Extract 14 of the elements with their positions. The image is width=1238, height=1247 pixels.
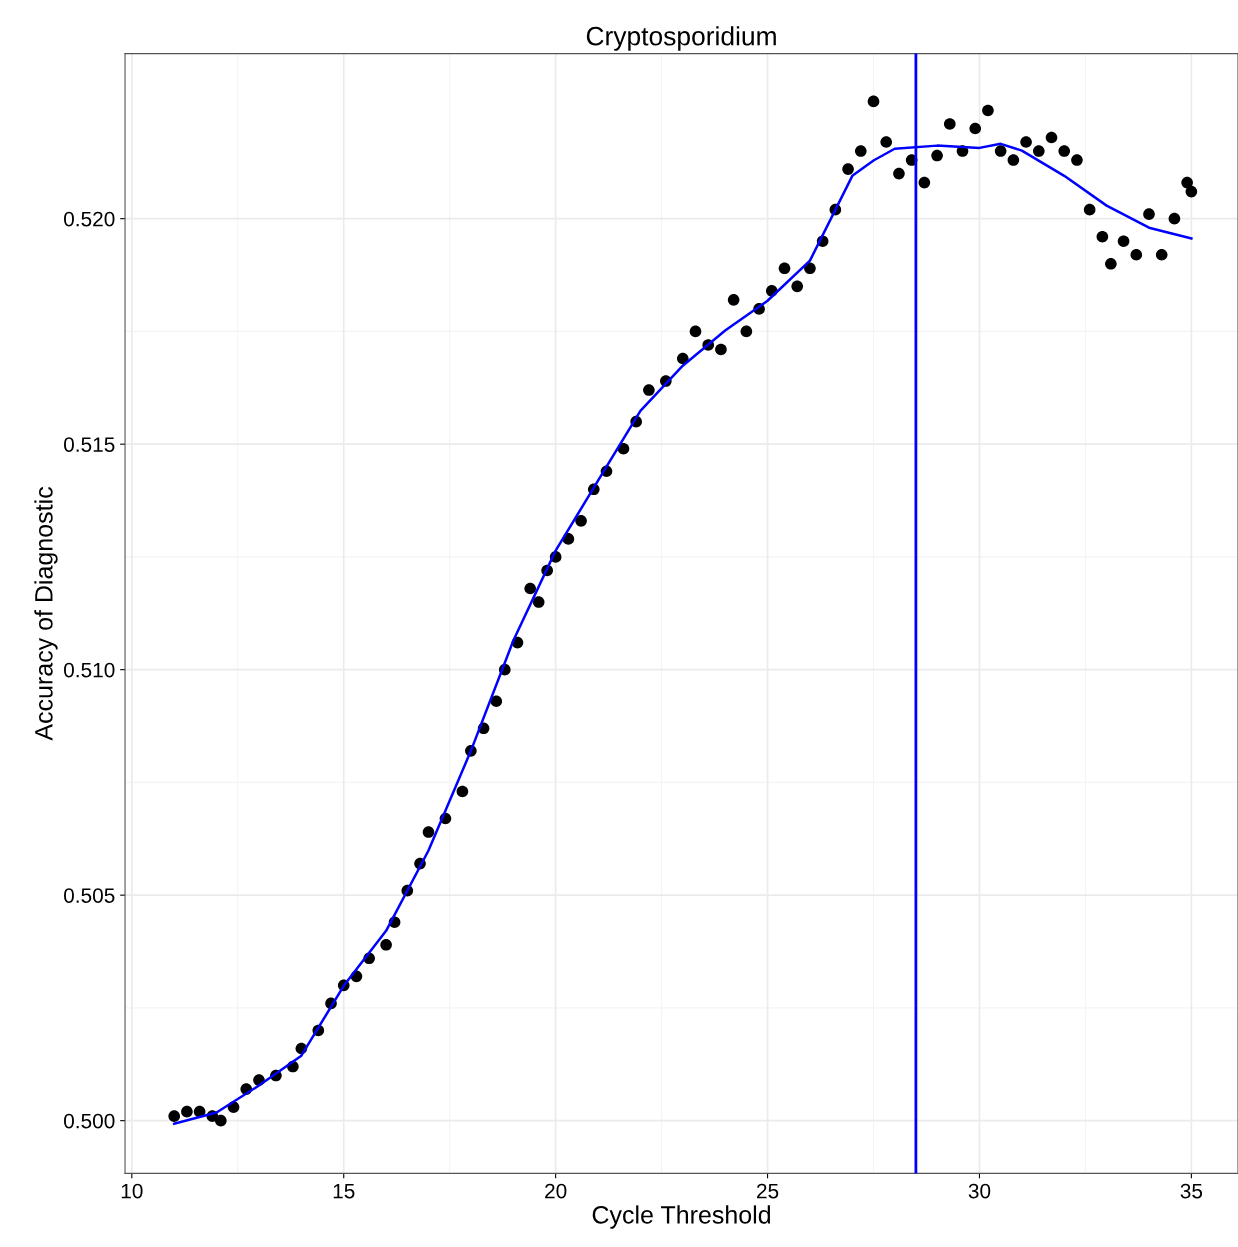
x-tick-label: 35: [1180, 1183, 1203, 1199]
x-tick-label: 30: [968, 1183, 991, 1199]
y-tick-label: 0.510: [64, 662, 115, 678]
x-axis-title: Cycle Threshold: [592, 1205, 771, 1229]
y-tick-label: 0.515: [64, 437, 115, 452]
y-tick-label: 0.520: [64, 211, 115, 227]
x-tick-label: 15: [333, 1183, 355, 1199]
x-tick-label: 25: [757, 1183, 779, 1199]
chart-title: Cryptosporidium: [586, 26, 776, 51]
x-tick-label: 20: [545, 1183, 567, 1199]
y-axis-title: Accuracy of Diagnostic: [34, 487, 58, 741]
x-tick-label: 10: [121, 1183, 143, 1199]
y-tick-label: 0.505: [64, 888, 115, 903]
y-tick-label: 0.500: [64, 1113, 115, 1129]
